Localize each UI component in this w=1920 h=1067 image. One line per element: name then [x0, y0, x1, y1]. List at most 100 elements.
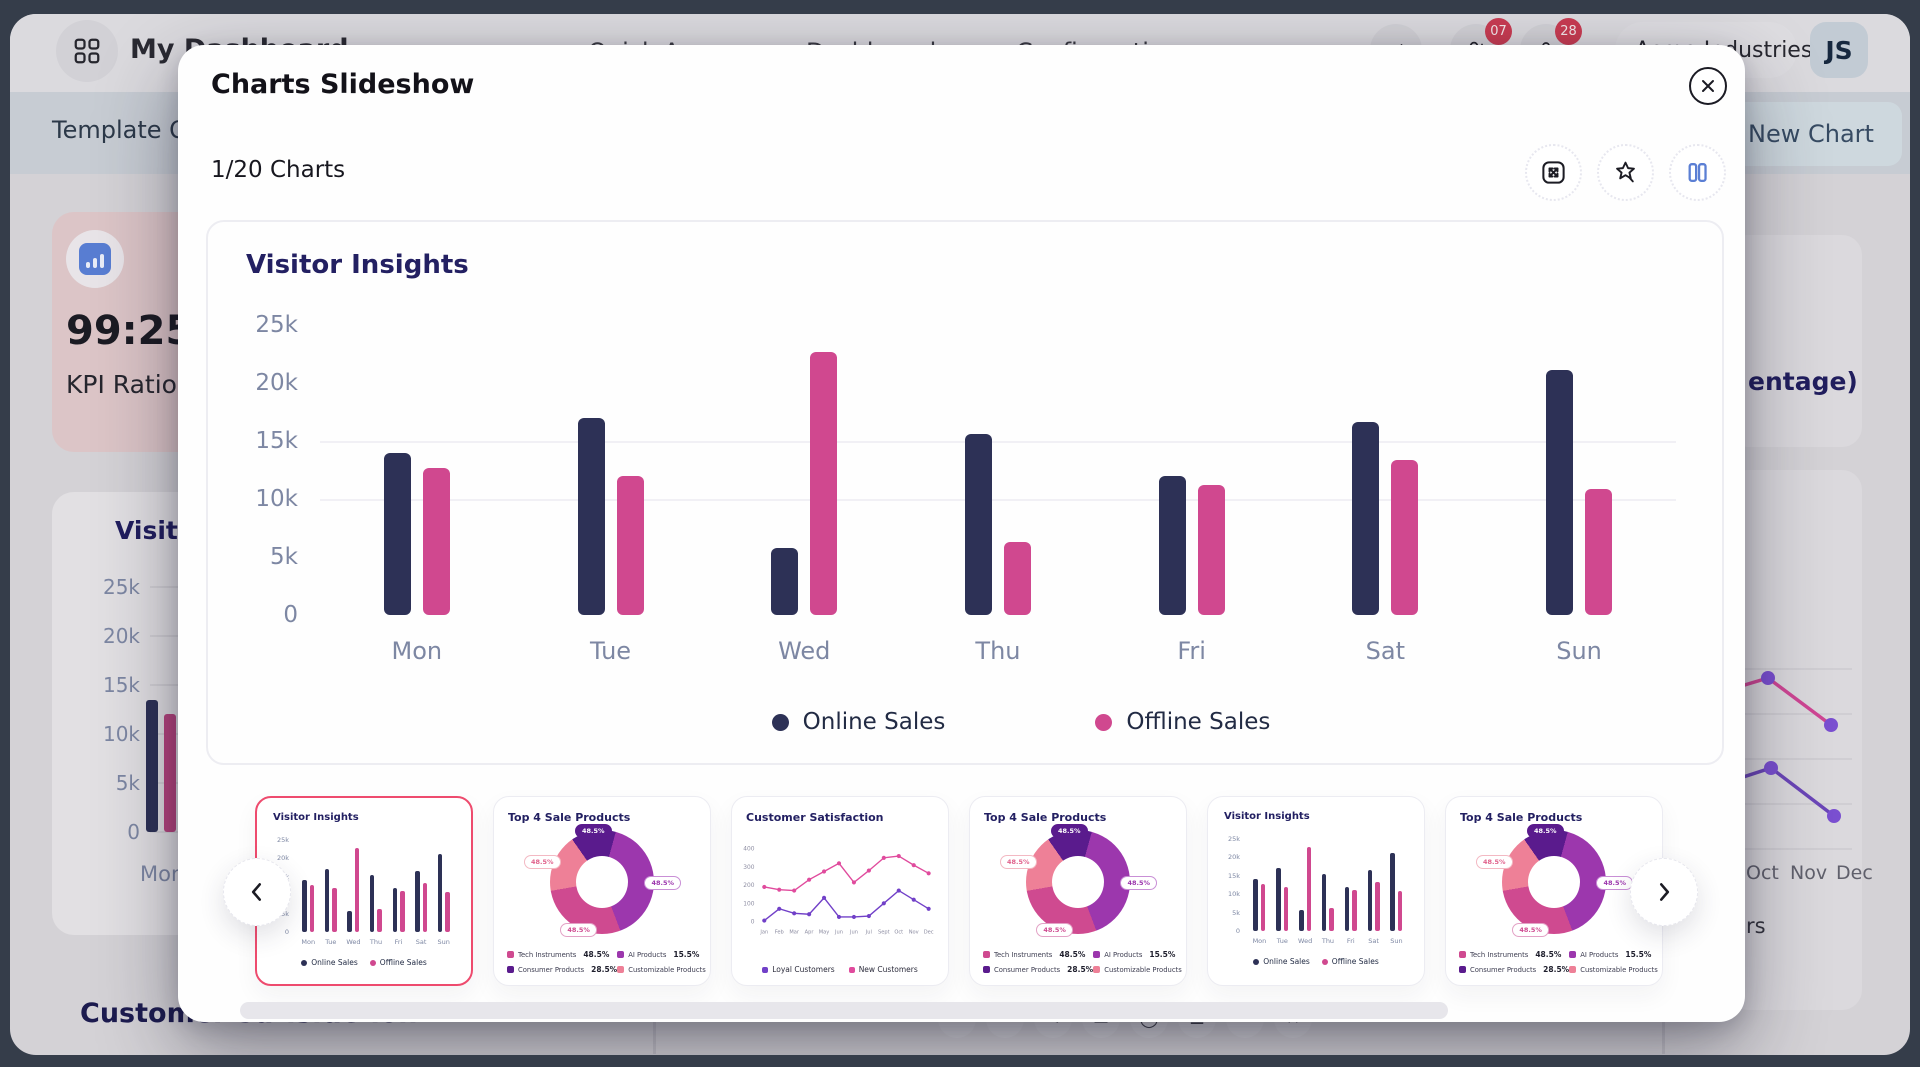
- x-tick: Oct: [1746, 862, 1779, 884]
- bar-pair: [1546, 325, 1613, 615]
- slice-callout: 48.5%: [644, 875, 681, 890]
- svg-text:Dec: Dec: [924, 929, 934, 935]
- chart-title: Visitor Insights: [273, 812, 359, 823]
- legend-value: 15.5%: [1149, 950, 1176, 959]
- donut-body: 48.5% 48.5% 48.5% 48.5%: [508, 824, 696, 942]
- x-tick: Thu: [1321, 937, 1335, 945]
- bar: [445, 891, 450, 932]
- svg-text:Feb: Feb: [775, 929, 784, 935]
- x-tick: Tue: [1276, 937, 1288, 945]
- x-tick: Mon: [1252, 937, 1267, 945]
- thumbnail-card[interactable]: Top 4 Sale Products 48.5% 48.5% 48.5% 48.5% T…: [493, 796, 711, 986]
- bar: [1299, 909, 1304, 931]
- y-tick: 20k: [102, 624, 140, 648]
- y-tick: 5k: [115, 771, 140, 795]
- chevron-left-icon: [251, 883, 262, 901]
- carousel-next-button[interactable]: [1630, 858, 1698, 926]
- bar: [437, 854, 443, 932]
- y-tick: 10k: [255, 486, 298, 512]
- bar: [1003, 541, 1031, 615]
- y-tick: 10k: [102, 722, 140, 746]
- y-tick: 15k: [1227, 871, 1240, 880]
- bar: [422, 467, 450, 615]
- bar: [309, 885, 315, 932]
- legend: Tech Instruments 48.5% AI Products 15.5% Con…: [983, 950, 1182, 974]
- y-axis: 25k 20k 15k 10k 5k 0: [208, 312, 298, 628]
- bar-pair: [1344, 839, 1357, 931]
- grid-menu-button[interactable]: [56, 20, 118, 82]
- thumbnail-card[interactable]: Visitor Insights25k20k15k10k5k0MonTueWed…: [255, 796, 473, 986]
- x-tick: Fri: [394, 938, 403, 946]
- bar-pair: [1276, 839, 1289, 931]
- tab-template-options[interactable]: Template O: [52, 116, 189, 144]
- x-tick: Wed: [1298, 937, 1313, 945]
- bar-group: Tue: [577, 325, 644, 665]
- notification-badge: 07: [1485, 18, 1512, 45]
- legend-label: AI Products: [628, 950, 667, 959]
- slice-callout: 48.5%: [1596, 875, 1633, 890]
- notification-badge: 28: [1555, 18, 1582, 45]
- legend-dot: [1253, 958, 1260, 965]
- bar: [1397, 890, 1403, 931]
- fullscreen-button[interactable]: [1525, 144, 1582, 201]
- legend-swatch: [507, 966, 514, 973]
- thumbnail-card[interactable]: Top 4 Sale Products 48.5% 48.5% 48.5% 48.5% T…: [1445, 796, 1663, 986]
- legend-label: Offline Sales: [1126, 709, 1271, 735]
- y-tick: 20k: [1227, 853, 1240, 862]
- pause-button[interactable]: [1669, 144, 1726, 201]
- new-chart-button[interactable]: New Chart: [1720, 102, 1902, 166]
- y-tick: 10k: [1227, 890, 1240, 899]
- thumbnail-card[interactable]: Customer Satisfaction 400 300 200 100 0 Jan Feb…: [731, 796, 949, 986]
- legend-dot: [1095, 713, 1113, 731]
- legend-item: Online Sales: [301, 958, 358, 967]
- bar-pair: [1299, 839, 1312, 931]
- legend-item: Online Sales: [771, 709, 945, 735]
- thumbnail-card[interactable]: Top 4 Sale Products 48.5% 48.5% 48.5% 48.5% T…: [969, 796, 1187, 986]
- close-button[interactable]: [1689, 67, 1727, 105]
- chart-title: Visitor Insights: [1224, 811, 1310, 822]
- legend-item: Offline Sales: [1321, 957, 1379, 966]
- bar-group: Wed: [1298, 839, 1312, 945]
- x-tick: Sun: [1556, 637, 1602, 665]
- legend-label: Customizable Products: [1580, 965, 1658, 974]
- svg-text:Mar: Mar: [789, 929, 800, 935]
- legend-swatch: [617, 951, 625, 958]
- bar: [377, 908, 382, 932]
- legend-fragment: rs: [1746, 914, 1766, 938]
- bar-pair: [1390, 839, 1403, 931]
- legend-label: Tech Instruments: [994, 950, 1053, 959]
- legend: Tech Instruments 48.5% AI Products 15.5% Con…: [1459, 950, 1658, 974]
- bar: [1375, 881, 1380, 931]
- svg-text:300: 300: [743, 865, 754, 871]
- slice-callout: 48.5%: [1526, 824, 1564, 838]
- favorite-button[interactable]: [1597, 144, 1654, 201]
- bar-offline: [164, 714, 176, 832]
- bar: [302, 880, 307, 932]
- chart-title: Top 4 Sale Products: [1460, 811, 1583, 824]
- legend-label: New Customers: [858, 965, 918, 974]
- bar: [1283, 886, 1289, 931]
- donut-ring: 48.5% 48.5% 48.5% 48.5%: [524, 824, 681, 937]
- close-icon: [1702, 80, 1714, 92]
- carousel-prev-button[interactable]: [223, 858, 291, 926]
- bar: [354, 848, 360, 932]
- x-tick: Dec: [1836, 862, 1873, 884]
- avatar[interactable]: JS: [1810, 22, 1868, 78]
- bar: [347, 910, 352, 932]
- bar-group: Mon: [383, 325, 450, 665]
- legend-item: Customizable Products7.5%: [617, 965, 710, 974]
- carousel-scrollbar[interactable]: [240, 1002, 1448, 1019]
- legend-swatch: [1569, 951, 1577, 958]
- donut-ring: 48.5% 48.5% 48.5% 48.5%: [1476, 824, 1633, 937]
- legend-item: Tech Instruments 48.5%: [507, 950, 617, 959]
- y-tick: 20k: [276, 854, 289, 863]
- bar-group: Sat: [1367, 839, 1380, 945]
- y-tick: 5k: [281, 909, 289, 918]
- background-line-chart: [1728, 671, 1841, 823]
- x-tick: Tue: [325, 938, 337, 946]
- legend-dot: [1321, 958, 1328, 965]
- legend-label: Customizable Products: [628, 965, 706, 974]
- y-tick: 20k: [255, 370, 298, 396]
